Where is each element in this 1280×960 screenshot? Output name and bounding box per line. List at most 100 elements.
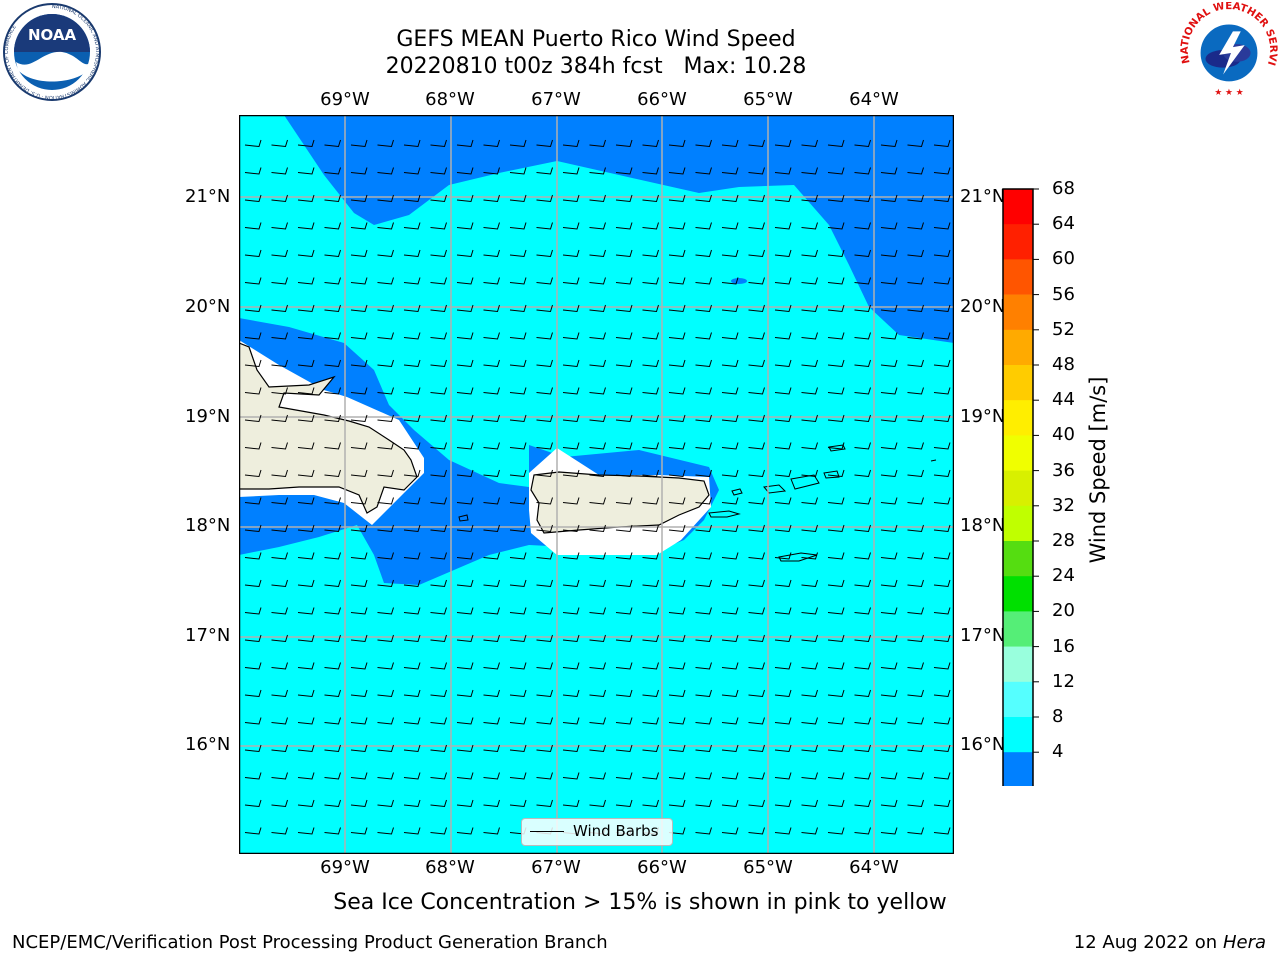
wind-barb [748,717,765,725]
wind-barb [854,387,871,395]
legend-line-swatch [530,831,564,832]
wind-barb [642,744,659,753]
wind-barb [854,139,871,148]
wind-barb [880,469,898,478]
wind-barb [589,304,606,313]
wind-barb [350,524,368,533]
wind-barb [562,442,580,450]
wind-barb [880,222,898,230]
wind-barb [403,799,421,808]
wind-barb [244,772,262,780]
legend: Wind Barbs [521,818,673,846]
wind-barb [297,689,315,698]
wind-barb [801,579,818,588]
wind-barb [403,717,421,725]
colorbar-segment [1003,752,1033,786]
wind-barb [695,414,712,423]
wind-barb [854,442,871,450]
wind-barb [456,772,474,780]
wind-barb [271,332,288,340]
wind-barb [668,359,686,368]
wind-barb [324,304,341,313]
wind-barb [774,332,792,340]
wind-barb [430,744,447,753]
wind-barb [589,222,606,230]
wind-barb [483,827,500,835]
colorbar-tick-label: 20 [1052,600,1075,622]
colorbar-segment [1003,541,1033,577]
wind-barb [615,579,633,588]
wind-barb [721,304,739,313]
wind-barb [244,607,262,615]
wind-barb [377,552,394,560]
wind-barb [509,359,527,368]
wind-barb [907,772,924,780]
wind-barb [854,744,871,753]
wind-barb [536,662,553,670]
island-anegada [828,444,846,452]
wind-barb [324,717,341,725]
wind-barb [907,249,924,258]
wind-barb [642,387,659,395]
wind-barb [456,579,474,588]
wind-barb [509,304,527,313]
wind-barb [377,359,394,368]
wind-barb [509,607,527,615]
wind-barb [509,772,527,780]
wind-barb [483,744,500,753]
wind-barb [721,359,739,368]
wind-barb [827,304,845,313]
wind-barb [509,579,527,588]
wind-barb [377,277,394,285]
wind-barb [880,167,898,175]
wind-barb [403,634,421,643]
colorbar-tick-label: 16 [1052,635,1075,657]
wind-barb [403,304,421,313]
wind-barb [774,634,792,643]
wind-barb [456,552,474,560]
wind-barb [774,469,792,478]
wind-barb [483,497,500,505]
wind-barb [536,552,553,560]
wind-barb [297,139,315,148]
wind-barb [377,167,394,175]
wind-barb [562,139,580,148]
wind-barb [430,277,447,285]
wind-barb [933,497,951,505]
wind-barb [271,304,288,313]
wind-barb [430,167,447,175]
wind-barb [483,634,500,643]
wind-barb [403,277,421,285]
wind-barb [695,222,712,230]
wind-barb [880,579,898,588]
wind-barb [456,799,474,808]
wind-barb [695,717,712,725]
wind-barb [271,552,288,560]
wind-barb [324,469,341,478]
wind-barb [774,744,792,753]
wind-barb [801,772,818,780]
lon-label-top: 68°W [425,89,475,110]
wind-barb [324,662,341,670]
wind-barb [244,167,262,175]
wind-barb [509,662,527,670]
colorbar-segment [1003,681,1033,718]
wind-barb [880,332,898,340]
footer-host: Hera [1222,932,1266,953]
island-culebra [731,488,743,496]
wind-barb [721,579,739,588]
wind-barb [297,524,315,533]
sea-ice-note: Sea Ice Concentration > 15% is shown in … [333,890,947,915]
wind-barb [297,249,315,258]
wind-barb [668,772,686,780]
wind-barb [907,799,924,808]
wind-barb [933,332,951,340]
lon-label-bottom: 67°W [531,857,581,878]
wind-barb [509,332,527,340]
wind-barb [509,277,527,285]
wind-barb [668,414,686,423]
island-virgin-3 [823,470,840,479]
wind-barb [748,277,765,285]
wind-barb [562,222,580,230]
wind-barb [668,607,686,615]
